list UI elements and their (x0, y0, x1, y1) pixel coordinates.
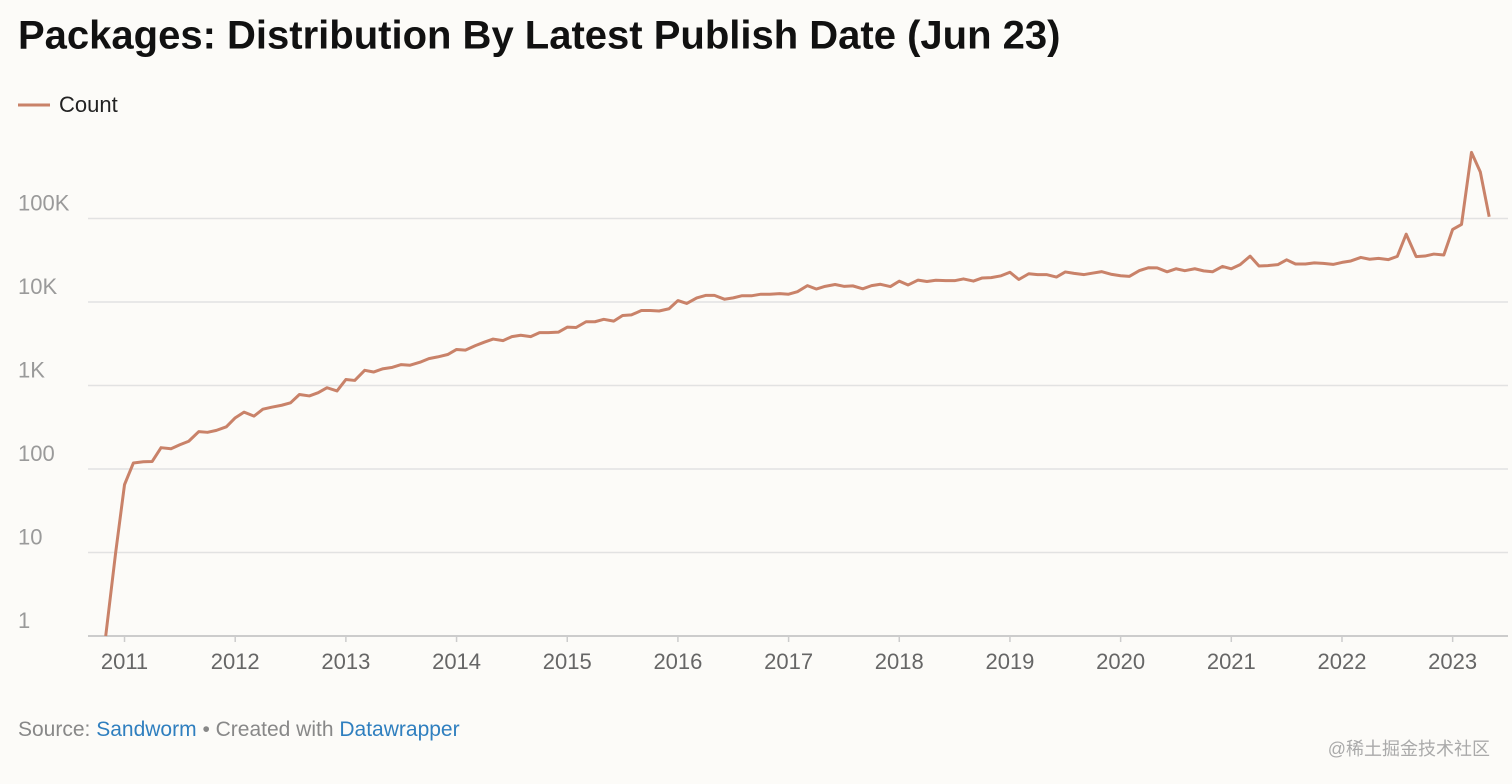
watermark: @稀土掘金技术社区 (1328, 739, 1490, 759)
legend-label: Count (59, 92, 118, 117)
data-line (104, 150, 1491, 637)
x-tick-label: 2013 (321, 649, 370, 674)
y-tick-label: 1 (18, 608, 30, 633)
x-tick-label: 2016 (653, 649, 702, 674)
credit-prefix: • Created with (202, 718, 333, 741)
credit-link[interactable]: Datawrapper (339, 718, 459, 741)
source-link[interactable]: Sandworm (96, 718, 196, 741)
x-tick-label: 2015 (543, 649, 592, 674)
x-tick-label: 2020 (1096, 649, 1145, 674)
x-tick-label: 2017 (764, 649, 813, 674)
x-tick-label: 2023 (1428, 649, 1477, 674)
y-tick-label: 100K (18, 190, 70, 215)
y-tick-label: 10 (18, 524, 42, 549)
source-prefix: Source: (18, 718, 90, 741)
y-tick-label: 10K (18, 274, 57, 299)
x-tick-label: 2021 (1207, 649, 1256, 674)
y-tick-label: 1K (18, 357, 45, 382)
x-tick-label: 2011 (101, 649, 148, 674)
source: Source: Sandworm • Created with Datawrap… (18, 718, 460, 741)
x-tick-label: 2012 (211, 649, 260, 674)
x-tick-label: 2014 (432, 649, 481, 674)
x-tick-label: 2022 (1318, 649, 1367, 674)
y-tick-label: 100 (18, 441, 55, 466)
x-tick-label: 2018 (875, 649, 924, 674)
x-tick-label: 2019 (985, 649, 1034, 674)
chart-title: Packages: Distribution By Latest Publish… (18, 14, 1060, 58)
